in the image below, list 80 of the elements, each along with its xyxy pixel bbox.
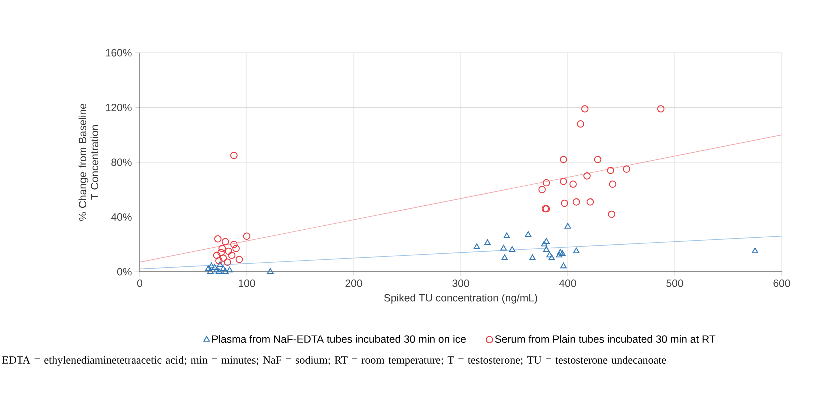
y-axis-title: % Change from Baseline T Concentration <box>78 104 99 222</box>
point <box>586 198 594 206</box>
point <box>214 266 220 273</box>
point <box>216 257 223 265</box>
y-tick-label: 120% <box>106 104 132 112</box>
point <box>529 254 536 260</box>
point <box>556 252 563 258</box>
point <box>217 262 224 268</box>
point <box>225 248 232 256</box>
point <box>538 186 546 194</box>
legend-label: Serum from Plain tubes incubated 30 min at RT <box>495 335 716 344</box>
point <box>557 249 564 255</box>
point <box>543 238 550 244</box>
point <box>543 246 550 252</box>
point <box>623 166 631 173</box>
point <box>564 223 572 229</box>
legend-label: Plasma from NaF-EDTA tubes incubated 30 min on ice <box>212 335 466 344</box>
point <box>502 254 508 260</box>
point <box>218 249 225 256</box>
point <box>570 180 578 188</box>
x-tick-label: 400 <box>559 280 576 288</box>
point <box>226 266 234 273</box>
point <box>216 268 222 274</box>
point <box>542 179 550 187</box>
point <box>504 232 510 238</box>
point <box>218 245 226 252</box>
point <box>267 268 274 274</box>
point <box>608 210 616 218</box>
y-tick-label: 160% <box>106 49 132 57</box>
point <box>541 240 548 247</box>
x-axis-title: Spiked TU concentration (ng/mL) <box>384 294 538 304</box>
point <box>484 240 491 246</box>
point <box>220 254 228 262</box>
point <box>230 240 238 248</box>
point <box>572 198 580 206</box>
point <box>546 252 554 258</box>
y-tick-label: 0% <box>117 268 132 276</box>
point <box>205 266 212 272</box>
point <box>220 266 227 272</box>
point <box>752 248 758 254</box>
point <box>560 156 568 164</box>
y-tick-label: 80% <box>112 158 132 166</box>
point <box>230 152 238 160</box>
x-tick-label: 100 <box>239 280 256 288</box>
point <box>474 244 480 250</box>
point <box>525 231 532 238</box>
point <box>577 120 584 128</box>
point <box>581 105 589 113</box>
point <box>561 200 568 208</box>
point <box>222 238 230 246</box>
point <box>224 258 232 266</box>
point <box>559 250 566 256</box>
point <box>560 262 567 269</box>
point <box>222 268 229 274</box>
point <box>609 180 617 188</box>
point <box>607 167 614 174</box>
point <box>573 248 580 254</box>
point <box>657 105 665 113</box>
x-tick-label: 500 <box>666 280 684 288</box>
point <box>232 245 240 252</box>
x-tick-label: 0 <box>137 280 143 288</box>
text: EDTA = ethylenediaminetetraacetic acid; min = minutes; NaF = sodium; RT = room temperature; T = testosterone; TU = testosterone undecanoate <box>2 356 666 366</box>
point <box>236 256 244 264</box>
point <box>243 232 251 240</box>
point <box>500 245 508 251</box>
x-tick-label: 600 <box>774 280 790 288</box>
x-tick-label: 300 <box>452 280 470 288</box>
point <box>214 236 222 243</box>
point <box>213 252 221 260</box>
point <box>548 254 556 260</box>
point <box>509 246 516 252</box>
point <box>560 178 568 186</box>
y-tick-label: 40% <box>111 214 132 221</box>
point <box>594 156 602 164</box>
point <box>228 252 236 260</box>
point <box>207 268 214 274</box>
point <box>584 172 591 180</box>
point <box>208 262 215 269</box>
point <box>212 264 218 270</box>
x-tick-label: 200 <box>346 280 362 288</box>
